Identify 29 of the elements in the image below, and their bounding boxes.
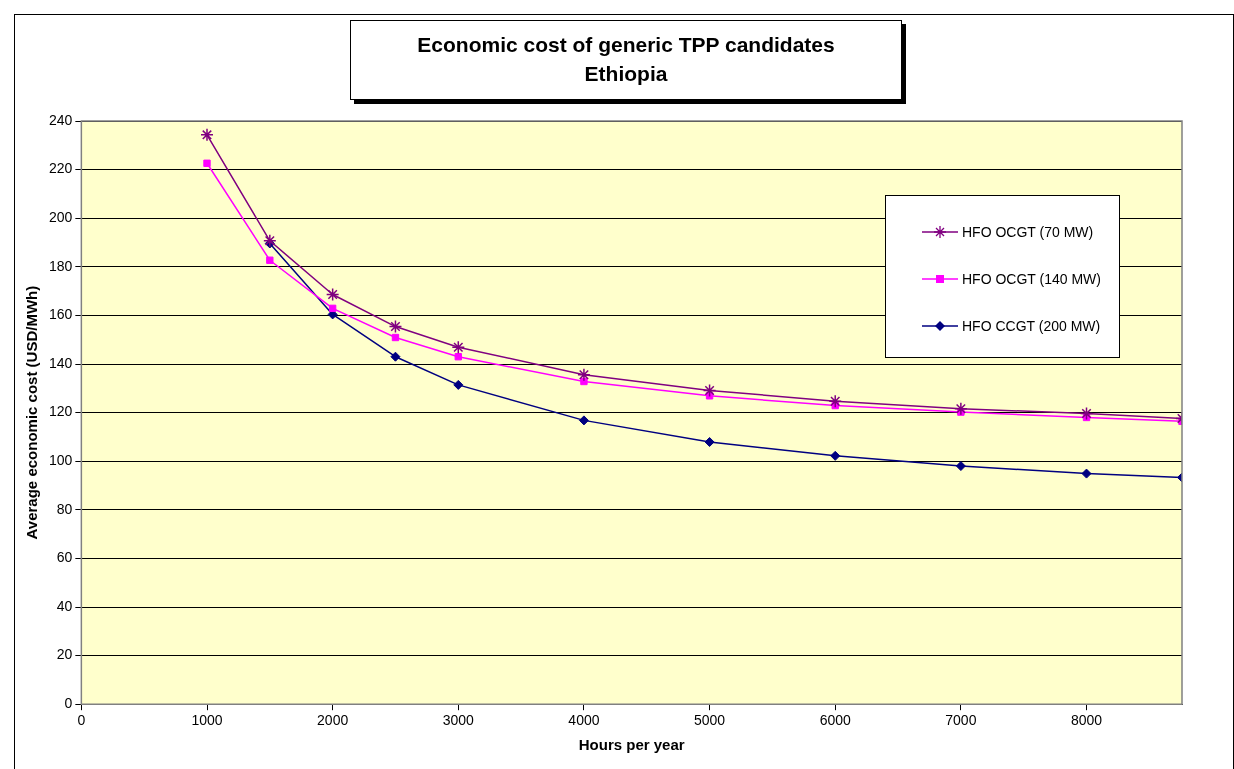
x-tick-label: 3000 (442, 712, 475, 729)
y-tick-label: 180 (49, 257, 73, 274)
legend-label: HFO OCGT (70 MW) (962, 223, 1094, 240)
x-tick-label: 0 (77, 712, 86, 729)
y-tick-label: 240 (49, 111, 73, 128)
x-tick-label: 5000 (694, 712, 726, 729)
legend-label: HFO OCGT (140 MW) (962, 270, 1101, 287)
x-tick-label: 8000 (1070, 712, 1103, 729)
x-tick-label: 7000 (945, 712, 977, 729)
x-tick-label: 6000 (819, 712, 851, 729)
chart-title: Economic cost of generic TPP candidates (416, 32, 836, 58)
legend-label: HFO CCGT (200 MW) (962, 317, 1101, 334)
y-tick-label: 200 (49, 209, 73, 226)
y-tick-label: 120 (49, 403, 73, 420)
x-tick-label: 1000 (191, 712, 223, 729)
y-tick-label: 60 (56, 549, 73, 566)
y-tick-label: 100 (49, 452, 73, 469)
y-tick-label: 220 (49, 160, 73, 177)
chart-subtitle: Ethiopia (583, 61, 669, 87)
y-tick-label: 40 (56, 597, 73, 614)
y-tick-label: 0 (64, 695, 73, 712)
y-axis-title: Average economic cost (USD/MWh) (23, 285, 41, 540)
y-tick-label: 20 (56, 646, 73, 663)
y-tick-label: 140 (49, 354, 73, 371)
y-tick-label: 80 (56, 500, 73, 517)
y-tick-label: 160 (49, 306, 73, 323)
x-tick-label: 2000 (317, 712, 349, 729)
x-tick-label: 4000 (568, 712, 600, 729)
x-axis-title: Hours per year (578, 736, 685, 754)
